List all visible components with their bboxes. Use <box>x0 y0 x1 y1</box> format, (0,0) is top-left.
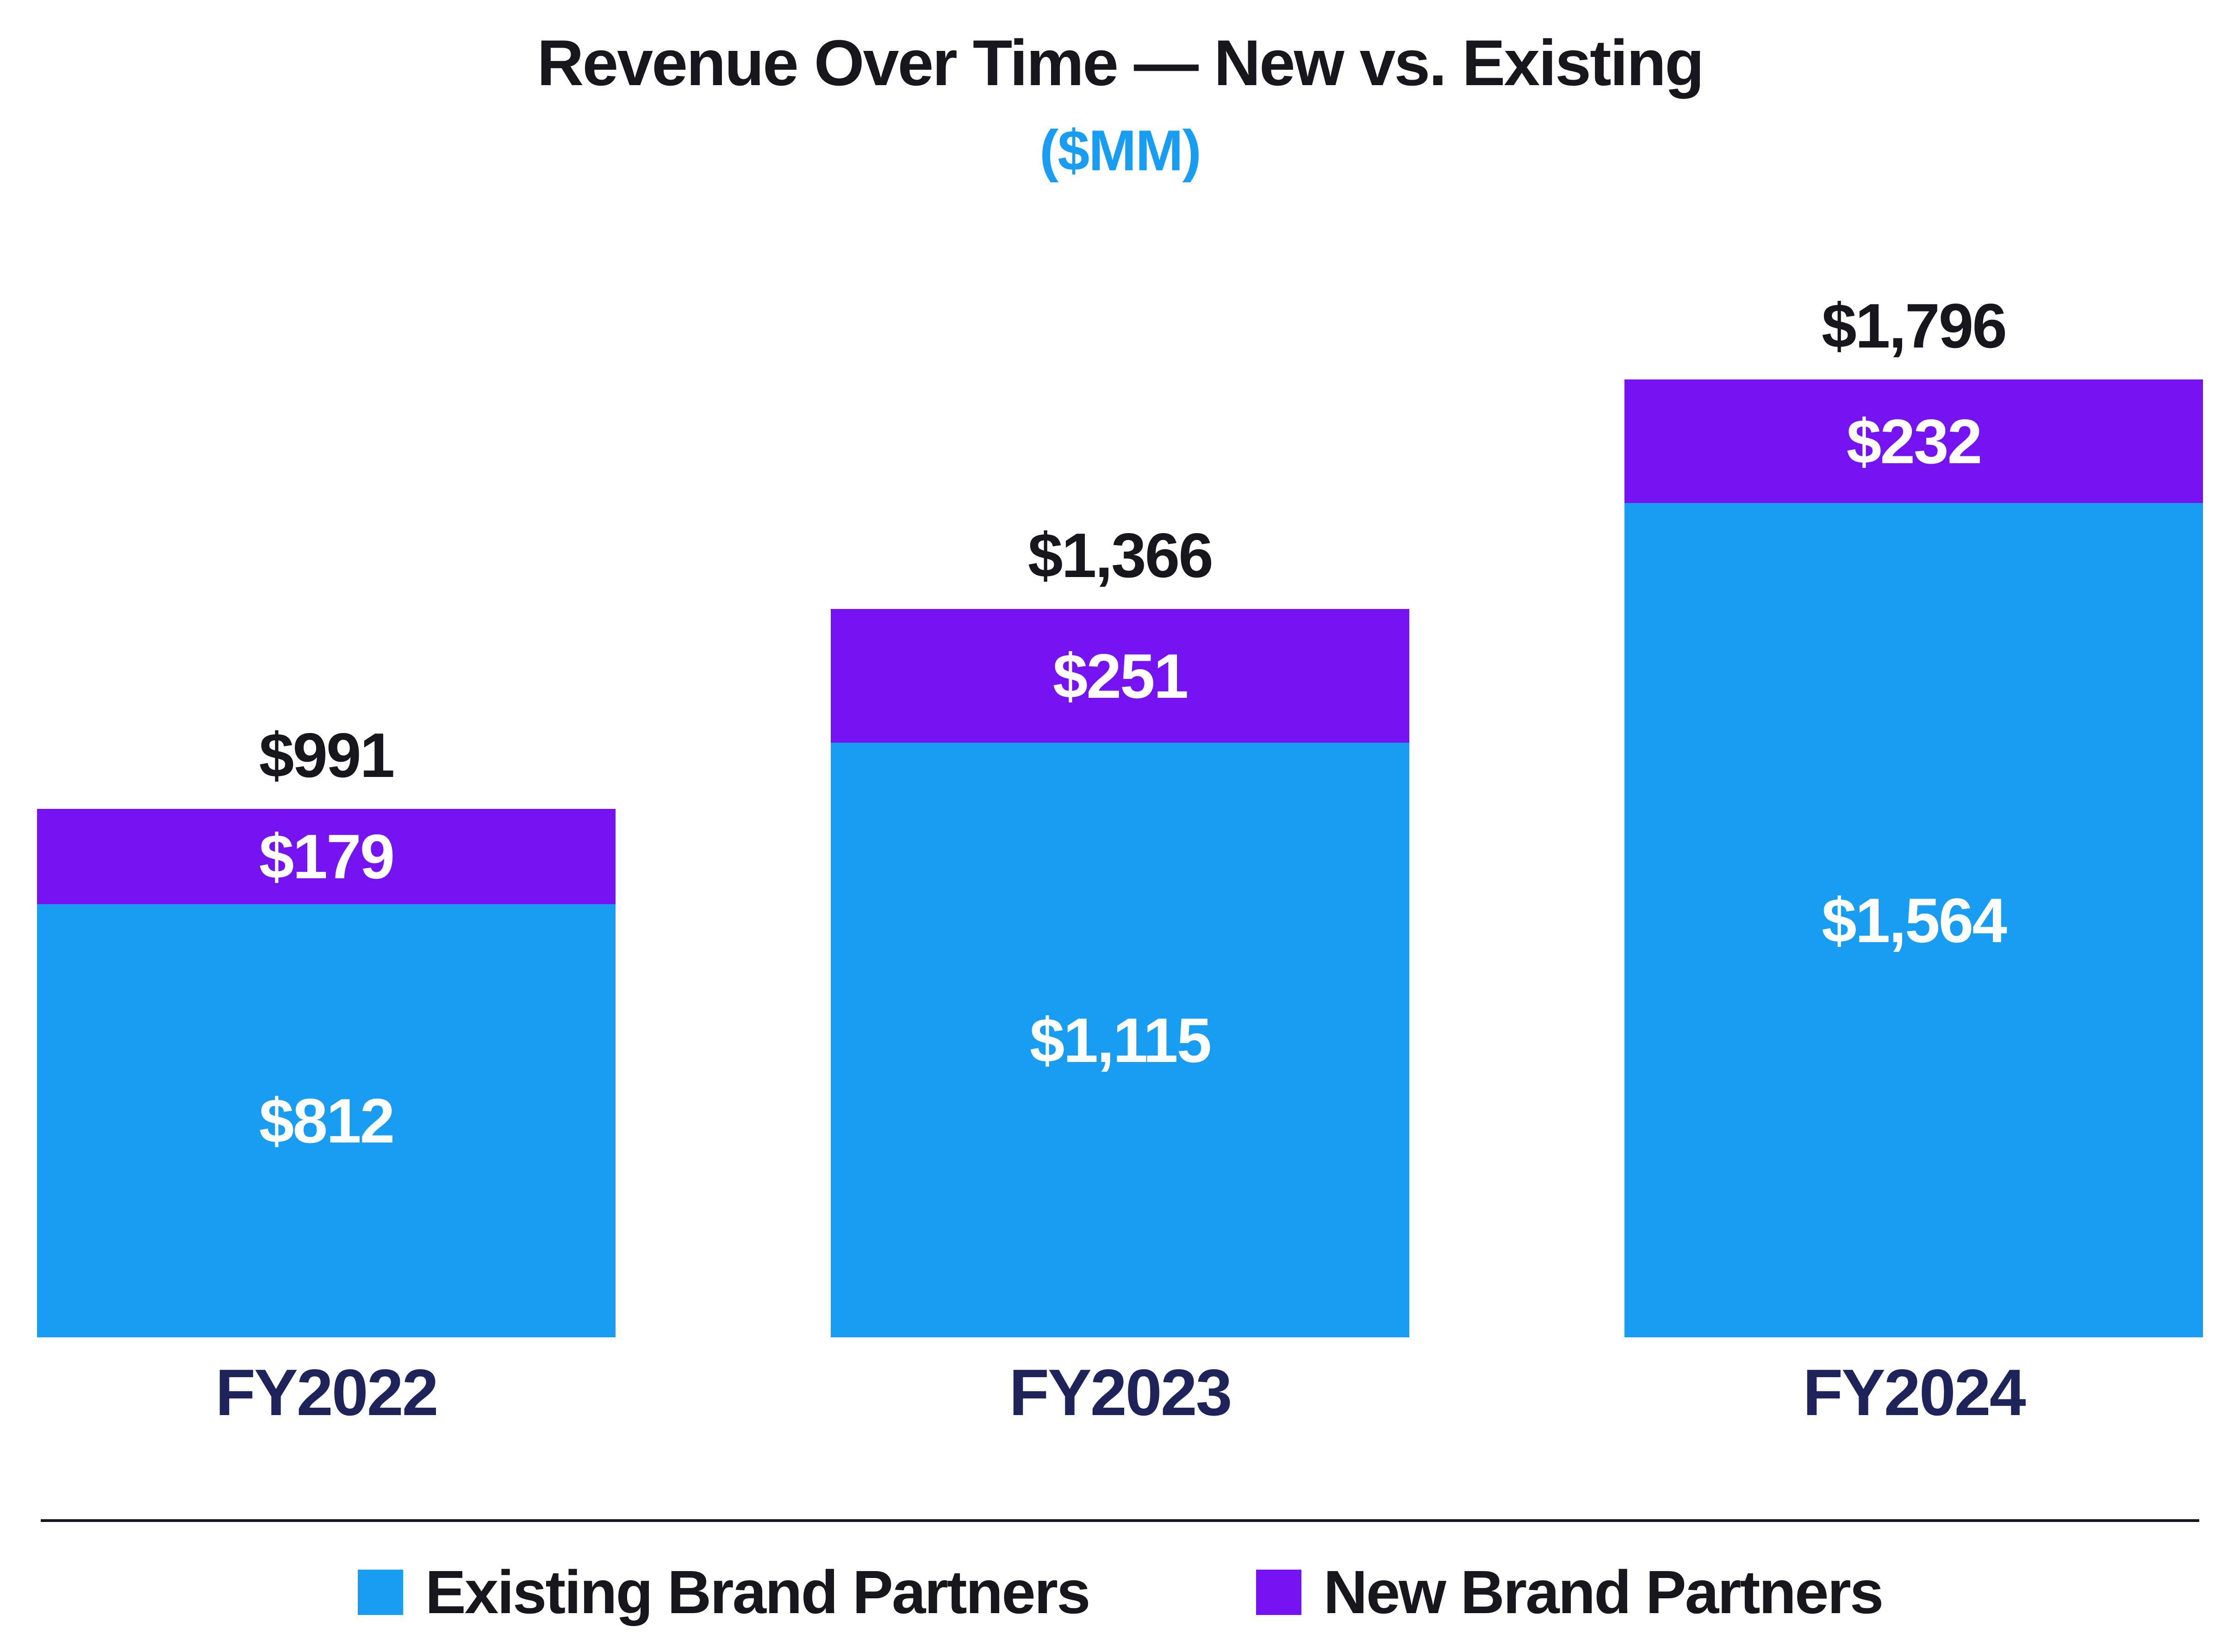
legend-label: New Brand Partners <box>1323 1558 1884 1626</box>
segment-value-label: $251 <box>1052 640 1189 711</box>
segment-value-label: $1,115 <box>1029 1005 1212 1075</box>
bar-group-fy2022: $991 $179 $812 FY2022 <box>37 724 616 1448</box>
axis-label-fy2022: FY2022 <box>215 1356 438 1429</box>
bar-segment-new-fy2023: $251 <box>831 609 1409 743</box>
legend-item-new-brand-partners: New Brand Partners <box>1256 1558 1884 1626</box>
segment-value-label: $812 <box>259 1086 395 1156</box>
axis-label-fy2024: FY2024 <box>1803 1356 2026 1429</box>
total-label-fy2023: $1,366 <box>1028 520 1213 590</box>
legend: Existing Brand Partners New Brand Partner… <box>0 1562 2240 1623</box>
bar-segment-new-fy2024: $232 <box>1624 379 2203 503</box>
segment-value-label: $179 <box>259 821 395 892</box>
total-label-fy2022: $991 <box>259 720 395 790</box>
legend-swatch-icon <box>357 1570 403 1615</box>
bar-group-fy2023: $1,366 $251 $1,115 FY2023 <box>831 524 1409 1448</box>
bar-segment-existing-fy2024: $1,564 <box>1624 503 2203 1337</box>
axis-label-fy2023: FY2023 <box>1009 1356 1232 1429</box>
chart-title: Revenue Over Time — New vs. Existing <box>537 26 1704 99</box>
total-label-fy2024: $1,796 <box>1822 291 2007 361</box>
segment-value-label: $1,564 <box>1822 885 2007 956</box>
bar-segment-existing-fy2022: $812 <box>37 904 616 1337</box>
segment-value-label: $232 <box>1846 406 1983 477</box>
legend-label: Existing Brand Partners <box>425 1558 1091 1626</box>
bar-group-fy2024: $1,796 $232 $1,564 FY2024 <box>1624 294 2203 1448</box>
bar-area: $991 $179 $812 FY2022 $1,366 $251 $1,115 FY2023… <box>37 289 2203 1448</box>
bar-segment-existing-fy2023: $1,115 <box>831 743 1409 1337</box>
chart-subtitle: ($MM) <box>1039 119 1201 183</box>
bar-segment-new-fy2022: $179 <box>37 809 616 904</box>
legend-item-existing-brand-partners: Existing Brand Partners <box>357 1558 1091 1626</box>
legend-divider <box>41 1519 2199 1522</box>
legend-swatch-icon <box>1256 1570 1301 1615</box>
